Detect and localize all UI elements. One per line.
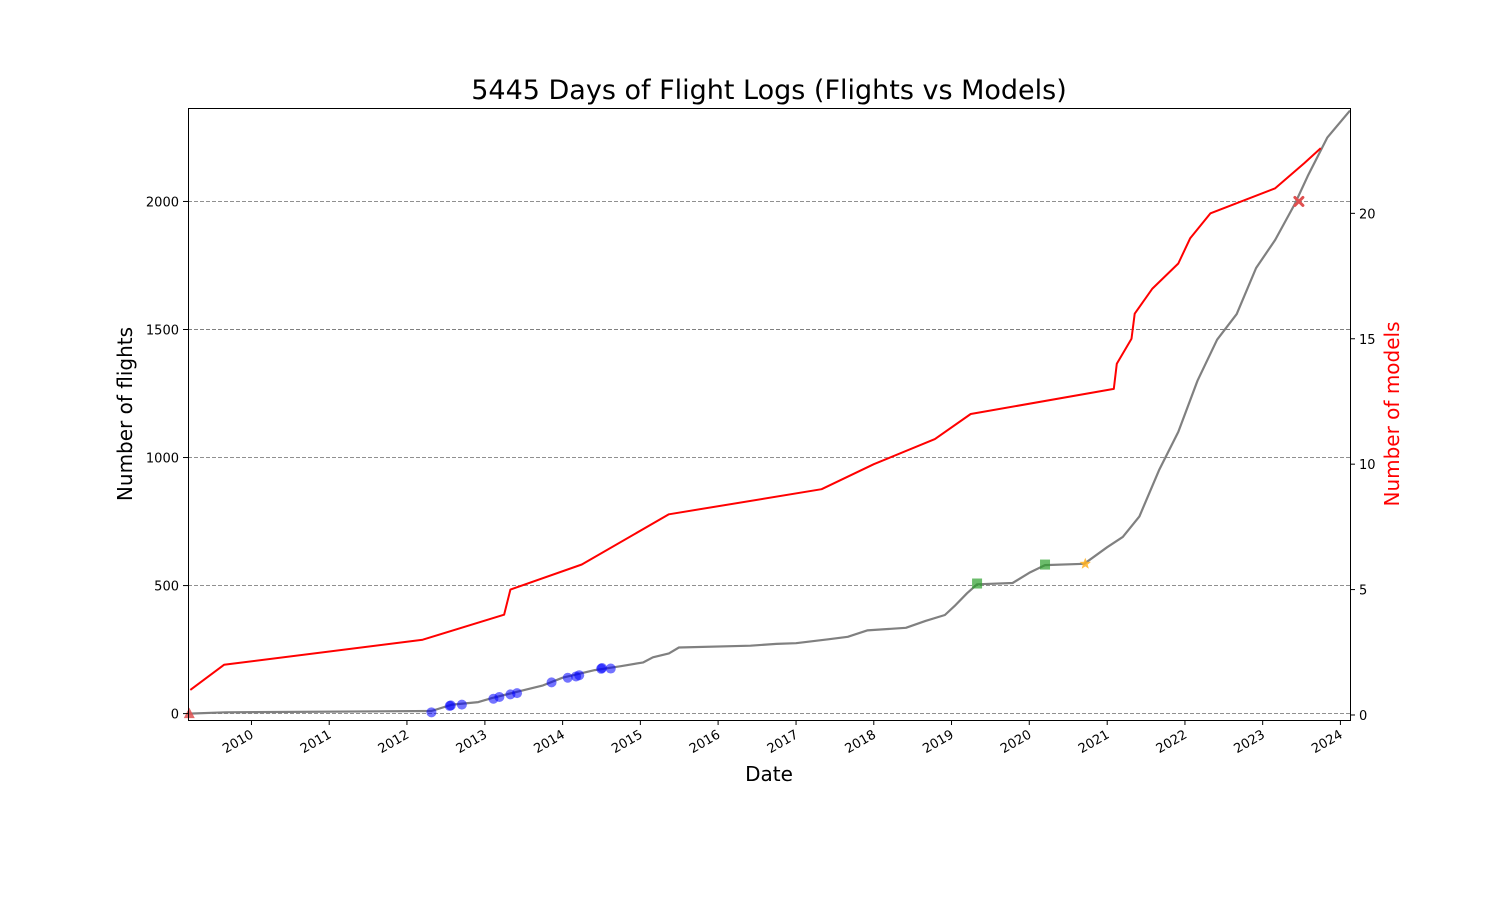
grid-lines bbox=[188, 201, 1350, 715]
left-y-tick-label: 500 bbox=[154, 580, 179, 595]
circle-marker bbox=[426, 707, 437, 718]
chart-title: 5445 Days of Flight Logs (Flights vs Mod… bbox=[471, 75, 1067, 106]
right-y-ticks: 0 5 10 15 20 bbox=[1350, 207, 1376, 724]
axes bbox=[188, 108, 1351, 721]
left-y-axis-label: Number of flights bbox=[113, 327, 137, 501]
square-marker bbox=[1040, 559, 1051, 570]
circle-marker bbox=[512, 688, 523, 699]
circle-marker bbox=[494, 691, 505, 702]
circle-marker bbox=[546, 677, 557, 688]
circle-marker bbox=[445, 700, 456, 711]
circle-marker bbox=[597, 663, 608, 674]
right-y-tick-label: 20 bbox=[1359, 207, 1376, 222]
left-y-tick-label: 1000 bbox=[146, 452, 179, 467]
left-y-tick-label: 2000 bbox=[146, 195, 179, 210]
right-y-tick-label: 0 bbox=[1359, 709, 1367, 724]
data-markers bbox=[183, 195, 1305, 719]
left-y-ticks: 0 500 1000 1500 2000 bbox=[146, 195, 188, 723]
circle-marker bbox=[605, 663, 616, 674]
x-marker bbox=[1293, 195, 1305, 207]
circle-marker bbox=[574, 670, 585, 681]
left-y-tick-label: 0 bbox=[171, 708, 179, 723]
triangle-marker bbox=[183, 707, 195, 719]
square-marker bbox=[972, 578, 983, 589]
right-y-tick-label: 5 bbox=[1359, 584, 1367, 599]
left-y-tick-label: 1500 bbox=[146, 323, 179, 338]
models-line bbox=[189, 147, 1322, 691]
circle-marker bbox=[562, 672, 573, 683]
right-y-tick-label: 15 bbox=[1359, 333, 1376, 348]
star-marker bbox=[1079, 557, 1091, 569]
right-y-tick-label: 10 bbox=[1359, 458, 1376, 473]
right-y-axis-label: Number of models bbox=[1380, 321, 1404, 506]
circle-marker bbox=[456, 699, 467, 710]
plot-frame bbox=[188, 108, 1351, 721]
x-axis-label: Date bbox=[745, 762, 793, 786]
